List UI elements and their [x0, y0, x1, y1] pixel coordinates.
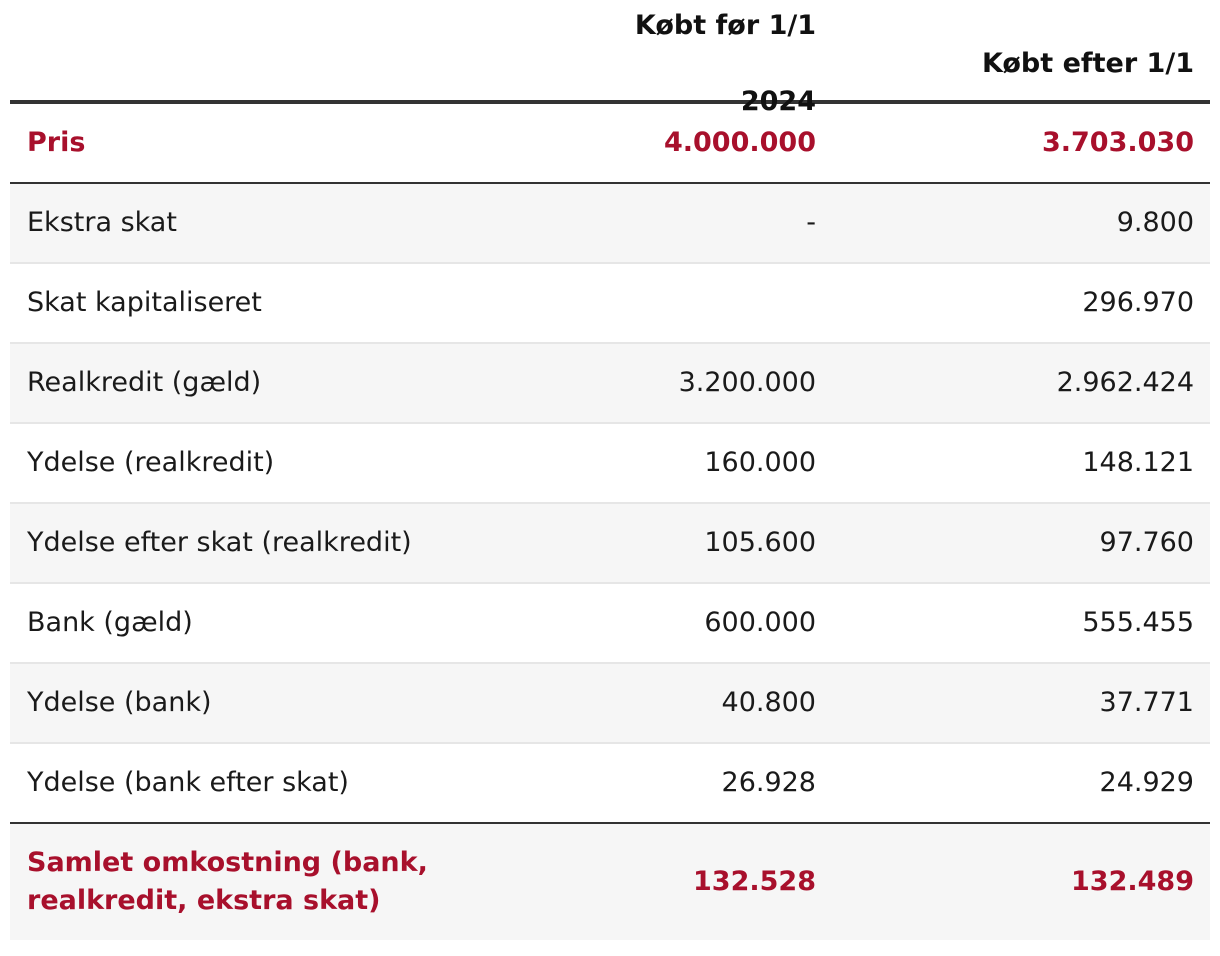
row-value-before: 600.000	[704, 607, 816, 638]
row-label: Pris	[27, 127, 86, 158]
row-value-before: 105.600	[704, 527, 816, 558]
table-row: Ydelse (bank efter skat) 26.928 24.929	[10, 744, 1210, 824]
table-row: Ydelse (realkredit) 160.000 148.121	[10, 424, 1210, 504]
row-value-after: 97.760	[1099, 527, 1194, 558]
comparison-table: Købt før 1/1 2024 Købt efter 1/1 Pris 4.…	[10, 10, 1210, 940]
row-value-after: 24.929	[1099, 767, 1194, 798]
table-row: Ekstra skat - 9.800	[10, 184, 1210, 264]
row-label: Ydelse (realkredit)	[27, 447, 275, 478]
row-label: Ydelse efter skat (realkredit)	[27, 527, 412, 558]
row-value-after: 132.489	[1071, 866, 1194, 897]
row-value-after: 555.455	[1082, 607, 1194, 638]
table-header: Købt før 1/1 2024 Købt efter 1/1	[10, 10, 1210, 117]
row-value-after: 9.800	[1116, 207, 1194, 238]
table-row-total: Samlet omkostning (bank, realkredit, eks…	[10, 824, 1210, 940]
row-value-after: 148.121	[1082, 447, 1194, 478]
row-label: Realkredit (gæld)	[27, 367, 262, 398]
header-before-column: Købt før 1/1 2024	[634, 10, 816, 117]
row-value-before: 3.200.000	[678, 367, 816, 398]
row-value-before: 132.528	[693, 866, 816, 897]
table-row: Bank (gæld) 600.000 555.455	[10, 584, 1210, 664]
row-value-after: 37.771	[1099, 687, 1194, 718]
row-label: Ydelse (bank)	[27, 687, 212, 718]
row-value-before: 26.928	[721, 767, 816, 798]
row-label: Ekstra skat	[27, 207, 177, 238]
row-value-before: 160.000	[704, 447, 816, 478]
table-row-price: Pris 4.000.000 3.703.030	[10, 104, 1210, 184]
row-value-before: 40.800	[721, 687, 816, 718]
table-row: Ydelse (bank) 40.800 37.771	[10, 664, 1210, 744]
row-value-before: 4.000.000	[663, 127, 816, 158]
row-label: Samlet omkostning (bank, realkredit, eks…	[27, 847, 428, 916]
table-row: Skat kapitaliseret 296.970	[10, 264, 1210, 344]
row-label: Ydelse (bank efter skat)	[27, 767, 349, 798]
row-label: Skat kapitaliseret	[27, 287, 262, 318]
row-value-after: 3.703.030	[1041, 127, 1194, 158]
table-row: Ydelse efter skat (realkredit) 105.600 9…	[10, 504, 1210, 584]
row-label: Bank (gæld)	[27, 607, 193, 638]
row-value-after: 2.962.424	[1056, 367, 1194, 398]
row-value-after: 296.970	[1082, 287, 1194, 318]
row-value-before: -	[806, 207, 816, 238]
table-row: Realkredit (gæld) 3.200.000 2.962.424	[10, 344, 1210, 424]
header-after-column: Købt efter 1/1	[981, 48, 1194, 79]
